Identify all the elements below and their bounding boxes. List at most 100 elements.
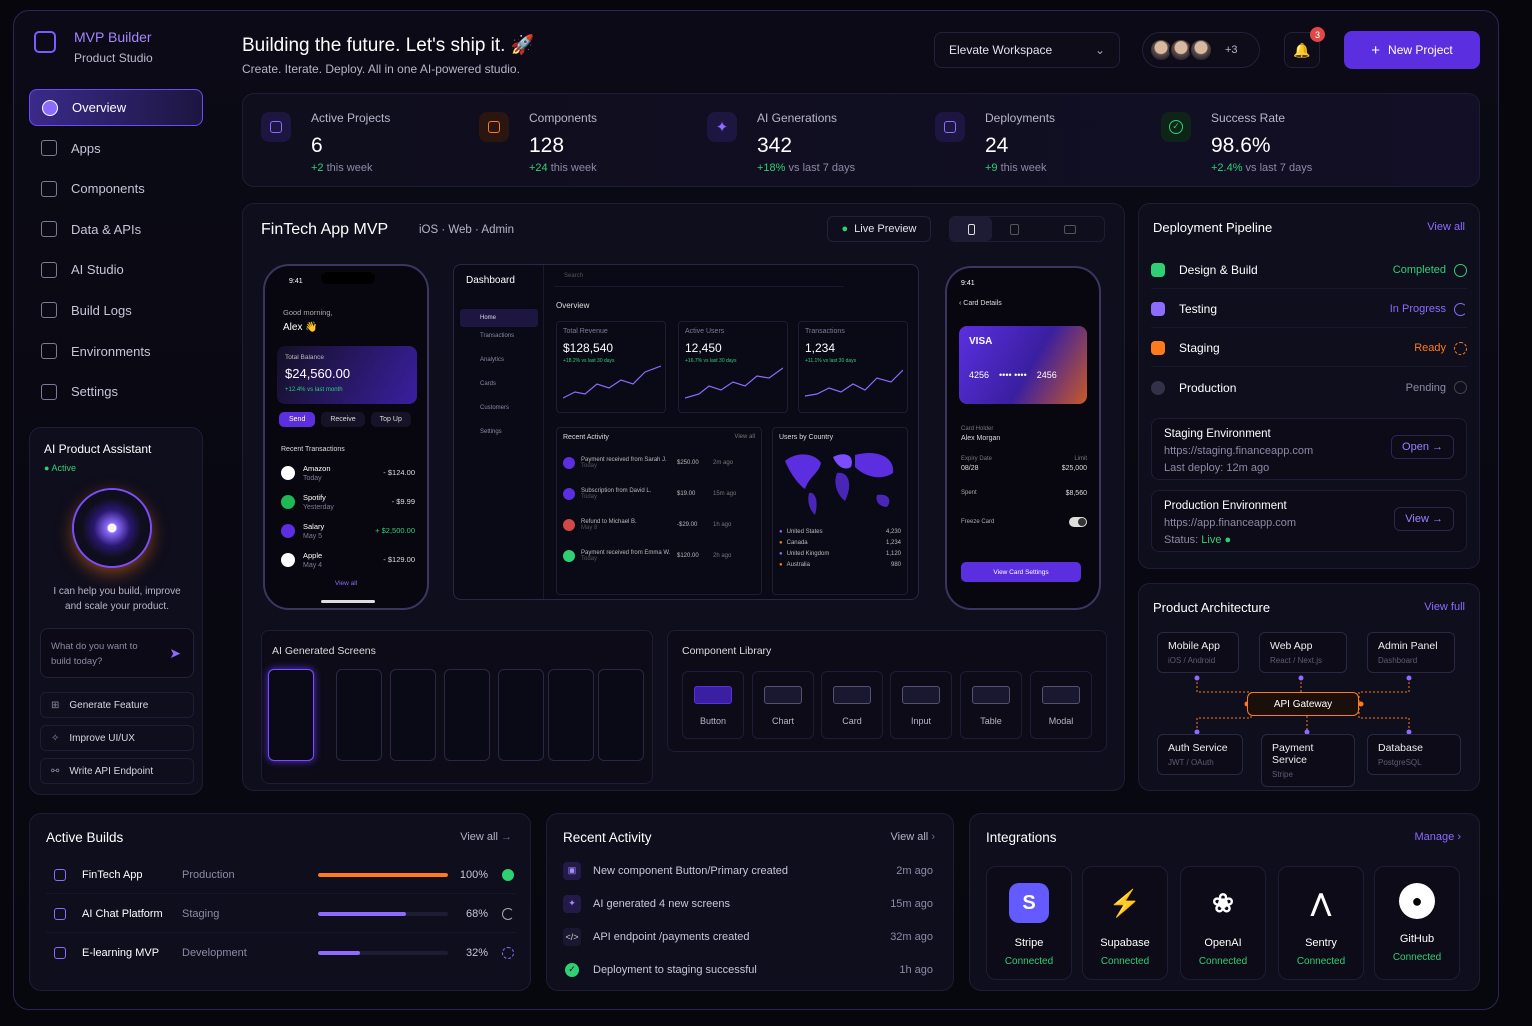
arch-node-auth-service[interactable]: Auth Service JWT / OAuth	[1157, 734, 1243, 775]
view-card-settings-button[interactable]: View Card Settings	[961, 562, 1081, 582]
write-api-button[interactable]: ⚯ Write API Endpoint	[40, 758, 194, 784]
library-item-table[interactable]: Table	[960, 671, 1022, 739]
check-circle-icon: ✓	[1161, 112, 1191, 142]
folder-icon	[261, 112, 291, 142]
sidebar-item-data-apis[interactable]: Data & APIs	[29, 211, 203, 248]
builds-view-all[interactable]: View all →	[460, 831, 512, 843]
library-item-chart[interactable]: Chart	[752, 671, 814, 739]
integration-sentry[interactable]: ⋀ Sentry Connected	[1278, 866, 1364, 980]
sidebar-item-components[interactable]: Components	[29, 170, 203, 207]
cube-icon	[41, 180, 57, 197]
openai-icon: ❀	[1212, 887, 1234, 918]
activity-item[interactable]: ✓ Deployment to staging successful 1h ago	[563, 953, 933, 986]
gear-icon	[41, 383, 57, 400]
shield-icon	[1151, 263, 1165, 277]
library-item-input[interactable]: Input	[890, 671, 952, 739]
sentry-icon: ⋀	[1311, 889, 1331, 917]
component-library: Component Library Button Chart Card Inpu…	[667, 630, 1107, 752]
build-row[interactable]: FinTech App Production 100%	[46, 856, 516, 894]
send-button[interactable]: Send	[279, 412, 316, 427]
pipeline-stage[interactable]: Production Pending	[1151, 369, 1467, 406]
new-project-button[interactable]: + New Project	[1344, 31, 1480, 69]
arch-node-mobile-app[interactable]: Mobile App iOS / Android	[1157, 632, 1239, 673]
sidebar-item-ai-studio[interactable]: AI Studio	[29, 251, 203, 288]
screen-thumb[interactable]	[444, 669, 490, 761]
screen-thumb[interactable]	[336, 669, 382, 761]
screen-thumb[interactable]	[498, 669, 544, 761]
activity-view-all[interactable]: View all ›	[890, 831, 935, 843]
pipeline-stage[interactable]: Testing In Progress	[1151, 291, 1467, 328]
screen-thumb[interactable]	[598, 669, 644, 761]
api-gateway-node[interactable]: API Gateway	[1247, 692, 1359, 716]
improve-ui-button[interactable]: ✧ Improve UI/UX	[40, 725, 194, 751]
plus-icon: +	[1371, 41, 1381, 59]
dash-search[interactable]: Search	[554, 273, 844, 287]
pipeline-stage[interactable]: Staging Ready	[1151, 330, 1467, 367]
stat-active-projects: Active Projects 6 +2 this week	[261, 94, 461, 186]
integration-stripe[interactable]: S Stripe Connected	[986, 866, 1072, 980]
assistant-input[interactable]: What do you want to build today? ➤	[40, 628, 194, 678]
shield-icon	[1151, 341, 1165, 355]
build-progress	[318, 911, 448, 916]
desktop-view-icon[interactable]	[1036, 217, 1104, 241]
sidebar-item-build-logs[interactable]: Build Logs	[29, 292, 203, 329]
salary-icon	[281, 523, 295, 538]
view-production-button[interactable]: View →	[1394, 507, 1454, 531]
balance-card: Total Balance $24,560.00 +12.4% vs last …	[277, 346, 417, 404]
activity-item[interactable]: </> API endpoint /payments created 32m ago	[563, 920, 933, 953]
live-preview-button[interactable]: ● Live Preview	[827, 216, 931, 242]
assistant-title: AI Product Assistant	[44, 442, 152, 456]
build-progress	[318, 872, 448, 877]
library-item-card[interactable]: Card	[821, 671, 883, 739]
open-staging-button[interactable]: Open →	[1391, 435, 1454, 459]
overview-icon	[42, 99, 58, 116]
workspace-select[interactable]: Elevate Workspace ⌄	[934, 32, 1120, 68]
pipeline-view-all[interactable]: View all	[1427, 221, 1465, 233]
freeze-toggle[interactable]	[1069, 517, 1087, 527]
integration-github[interactable]: ● GitHub Connected	[1374, 866, 1460, 980]
apps-icon	[41, 140, 57, 157]
pipeline-stage[interactable]: Design & Build Completed	[1151, 252, 1467, 289]
topup-button[interactable]: Top Up	[370, 412, 411, 427]
arch-node-payment-service[interactable]: Payment Service Stripe	[1261, 734, 1355, 787]
apple-icon	[281, 552, 295, 567]
send-icon[interactable]: ➤	[169, 645, 181, 661]
chevron-down-icon: ⌄	[1094, 43, 1105, 57]
library-item-button[interactable]: Button	[682, 671, 744, 739]
screen-thumb[interactable]	[390, 669, 436, 761]
integration-supabase[interactable]: ⚡ Supabase Connected	[1082, 866, 1168, 980]
sparkle-icon	[41, 261, 57, 278]
sidebar-item-environments[interactable]: Environments	[29, 333, 203, 370]
arch-node-web-app[interactable]: Web App React / Next.js	[1259, 632, 1347, 673]
activity-item[interactable]: ▣ New component Button/Primary created 2m …	[563, 854, 933, 887]
screen-thumb[interactable]	[268, 669, 314, 761]
ai-generated-screens: AI Generated Screens	[261, 630, 653, 784]
visa-card[interactable]: VISA 4256 •••• •••• 2456	[959, 326, 1087, 404]
arch-node-database[interactable]: Database PostgreSQL	[1367, 734, 1461, 775]
deployment-pipeline: Deployment Pipeline View all Design & Bu…	[1138, 203, 1480, 569]
arch-view-full[interactable]: View full	[1424, 601, 1465, 613]
integration-openai[interactable]: ❀ OpenAI Connected	[1180, 866, 1266, 980]
sparkle-icon: ✦	[563, 894, 581, 913]
tablet-view-icon[interactable]	[992, 217, 1036, 241]
stat-components: Components 128 +24 this week	[479, 94, 679, 186]
library-item-modal[interactable]: Modal	[1030, 671, 1092, 739]
members-avatars[interactable]: +3	[1142, 32, 1260, 68]
integrations-manage[interactable]: Manage ›	[1414, 831, 1462, 843]
mobile-home-preview: 9:41 Good morning, Alex 👋 Total Balance …	[263, 264, 429, 610]
receive-button[interactable]: Receive	[321, 412, 365, 427]
sidebar-item-settings[interactable]: Settings	[29, 373, 203, 410]
build-row[interactable]: E-learning MVP Development 32%	[46, 934, 516, 972]
mobile-view-icon[interactable]	[950, 217, 992, 241]
notifications-button[interactable]: 🔔 3	[1284, 27, 1325, 68]
arch-node-admin-panel[interactable]: Admin Panel Dashboard	[1367, 632, 1455, 673]
build-row[interactable]: AI Chat Platform Staging 68%	[46, 895, 516, 933]
sidebar-item-overview[interactable]: Overview	[29, 89, 203, 126]
screen-thumb[interactable]	[548, 669, 594, 761]
sidebar-item-apps[interactable]: Apps	[29, 130, 203, 167]
activity-item[interactable]: ✦ AI generated 4 new screens 15m ago	[563, 887, 933, 920]
check-icon: ✓	[565, 962, 579, 977]
project-platforms: iOS · Web · Admin	[419, 224, 515, 236]
modal-icon	[1042, 686, 1080, 704]
generate-feature-button[interactable]: ⊞ Generate Feature	[40, 692, 194, 718]
